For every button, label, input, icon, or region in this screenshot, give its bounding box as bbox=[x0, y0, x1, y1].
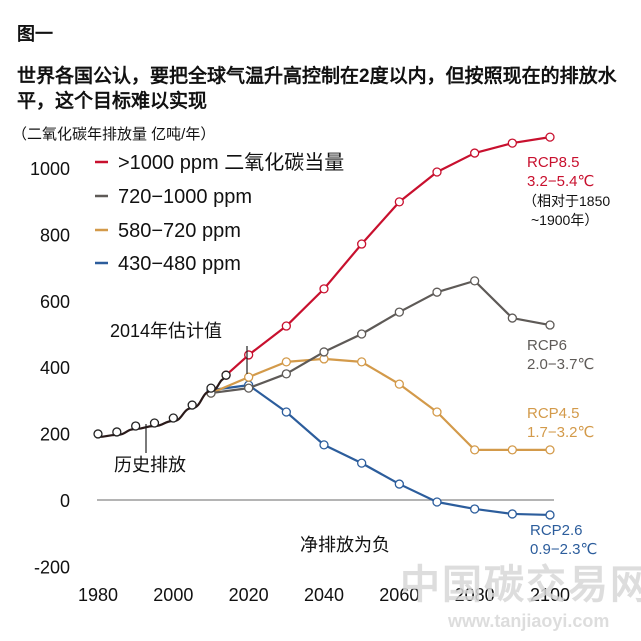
legend-label: 580−720 ppm bbox=[118, 220, 241, 242]
data-point bbox=[432, 287, 442, 297]
data-point bbox=[281, 407, 291, 417]
scenario-warming-label: 1.7−3.2℃ bbox=[527, 424, 594, 441]
legend-label: 430−480 ppm bbox=[118, 253, 241, 275]
data-point bbox=[432, 167, 442, 177]
y-tick-label: 200 bbox=[40, 425, 70, 445]
y-tick-label: 0 bbox=[60, 491, 70, 511]
series-rcp4-5 bbox=[206, 354, 555, 455]
legend-item: >1000 ppm 二氧化碳当量 bbox=[95, 151, 344, 174]
data-point bbox=[357, 239, 367, 249]
series-rcp8-5 bbox=[221, 132, 555, 380]
data-point bbox=[470, 148, 480, 158]
data-point bbox=[187, 400, 197, 410]
series-line bbox=[210, 357, 550, 451]
x-tick-label: 2060 bbox=[379, 585, 419, 605]
data-point bbox=[432, 497, 442, 507]
watermark-url: www.tanjiaoyi.com bbox=[447, 611, 609, 631]
y-axis-ticks: 1000 800 600 400 200 0 -200 bbox=[30, 159, 70, 577]
legend-label: 720−1000 ppm bbox=[118, 186, 252, 208]
series-line bbox=[210, 279, 551, 395]
legend-label: >1000 ppm 二氧化碳当量 bbox=[118, 151, 344, 174]
baseline-note-2: ~1900年） bbox=[531, 212, 598, 228]
data-point bbox=[168, 413, 178, 423]
x-tick-label: 2040 bbox=[304, 585, 344, 605]
data-point bbox=[281, 369, 291, 379]
y-tick-label: -200 bbox=[34, 557, 70, 577]
legend-item: 580−720 ppm bbox=[95, 220, 241, 242]
data-point bbox=[357, 329, 367, 339]
data-point bbox=[545, 445, 555, 455]
data-point bbox=[394, 379, 404, 389]
y-tick-label: 1000 bbox=[30, 159, 70, 179]
scenario-name-label: RCP6 bbox=[527, 337, 567, 354]
data-point bbox=[507, 445, 517, 455]
scenario-labels: RCP8.5 3.2−5.4℃ RCP6 2.0−3.7℃ RCP4.5 1.7−3.2℃… bbox=[527, 154, 597, 558]
legend-item: 720−1000 ppm bbox=[95, 186, 252, 208]
x-tick-label: 1980 bbox=[78, 585, 118, 605]
data-point bbox=[470, 445, 480, 455]
data-point bbox=[545, 510, 555, 520]
data-point bbox=[507, 509, 517, 519]
data-point bbox=[221, 370, 231, 380]
x-tick-label: 2000 bbox=[153, 585, 193, 605]
data-point bbox=[507, 313, 517, 323]
data-point bbox=[93, 429, 103, 439]
net-negative-annotation: 净排放为负 bbox=[300, 535, 390, 555]
data-point bbox=[394, 479, 404, 489]
x-axis-ticks: 1980 2000 2020 2040 2060 2080 2100 bbox=[78, 585, 570, 605]
watermark-logo: 中国碳交易网 bbox=[400, 563, 641, 607]
data-point bbox=[545, 132, 555, 142]
data-point bbox=[319, 347, 329, 357]
y-axis-unit-label: （二氧化碳年排放量 亿吨/年） bbox=[12, 126, 216, 143]
legend: >1000 ppm 二氧化碳当量 720−1000 ppm 580−720 ppm 4… bbox=[95, 151, 344, 275]
data-point bbox=[470, 504, 480, 514]
data-point bbox=[394, 307, 404, 317]
scenario-name-label: RCP8.5 bbox=[527, 154, 580, 171]
series-rcp6 bbox=[206, 276, 555, 398]
y-tick-label: 800 bbox=[40, 225, 70, 245]
series-line bbox=[225, 136, 551, 376]
scenario-warming-label: 0.9−2.3℃ bbox=[530, 541, 597, 558]
baseline-note-1: （相对于1850 bbox=[523, 193, 610, 209]
series-history bbox=[93, 370, 231, 439]
scenario-name-label: RCP2.6 bbox=[530, 522, 583, 539]
data-point bbox=[394, 197, 404, 207]
data-point bbox=[545, 320, 555, 330]
x-tick-label: 2080 bbox=[455, 585, 495, 605]
data-point bbox=[206, 383, 216, 393]
chart-headline: 世界各国公认，要把全球气温升高控制在2度以内，但按照现在的排放水平，这个目标难以… bbox=[17, 66, 617, 112]
data-point bbox=[281, 321, 291, 331]
data-point bbox=[357, 458, 367, 468]
data-point bbox=[131, 421, 141, 431]
data-point bbox=[357, 357, 367, 367]
series-line bbox=[210, 384, 551, 517]
estimate-2014-annotation: 2014年估计值 bbox=[110, 321, 222, 341]
data-point bbox=[149, 418, 160, 428]
scenario-warming-label: 3.2−5.4℃ bbox=[527, 173, 594, 190]
figure-label: 图一 bbox=[17, 24, 53, 44]
data-point bbox=[319, 284, 329, 294]
scenario-warming-label: 2.0−3.7℃ bbox=[527, 356, 594, 373]
data-point bbox=[244, 350, 254, 360]
legend-item: 430−480 ppm bbox=[95, 253, 241, 275]
data-point bbox=[507, 138, 517, 148]
data-point bbox=[432, 407, 442, 417]
data-point bbox=[244, 383, 254, 393]
x-tick-label: 2100 bbox=[530, 585, 570, 605]
history-annotation: 历史排放 bbox=[114, 455, 186, 475]
data-point bbox=[470, 276, 480, 286]
series-lines bbox=[93, 132, 555, 520]
y-tick-label: 600 bbox=[40, 292, 70, 312]
data-point bbox=[319, 440, 329, 450]
data-point bbox=[281, 357, 291, 367]
scenario-name-label: RCP4.5 bbox=[527, 405, 580, 422]
x-tick-label: 2020 bbox=[229, 585, 269, 605]
y-tick-label: 400 bbox=[40, 358, 70, 378]
data-point bbox=[244, 372, 254, 382]
data-point bbox=[112, 427, 122, 437]
